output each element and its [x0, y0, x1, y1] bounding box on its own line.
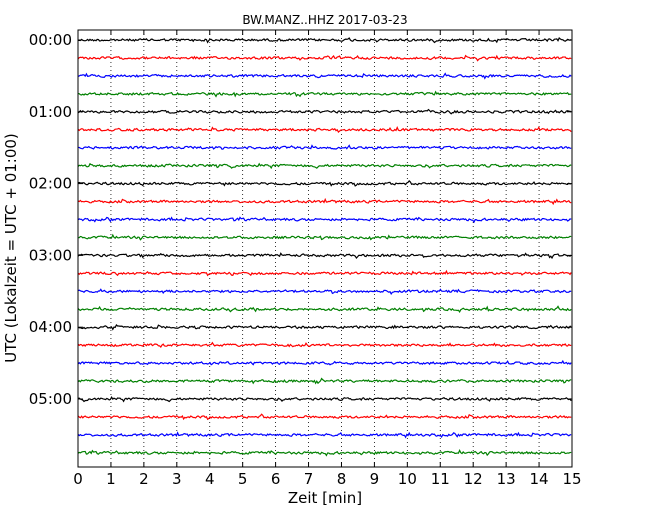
y-tick-label: 05:00 — [29, 390, 72, 408]
x-tick-label: 5 — [238, 470, 248, 488]
x-tick-label: 11 — [431, 470, 450, 488]
trace-0015 — [77, 54, 572, 62]
trace-0000 — [77, 37, 572, 44]
x-tick-label: 1 — [106, 470, 116, 488]
trace-0500 — [77, 395, 572, 403]
x-tick-label: 2 — [139, 470, 149, 488]
trace-0130 — [77, 144, 572, 150]
y-tick-label: 03:00 — [29, 246, 72, 264]
trace-0200 — [77, 179, 572, 187]
trace-0330 — [77, 288, 572, 295]
y-axis: 00:00 01:00 02:00 03:00 04:00 05:00 — [29, 31, 572, 408]
trace-0145 — [77, 162, 572, 170]
x-tick-label: 6 — [271, 470, 281, 488]
x-tick-label: 15 — [562, 470, 581, 488]
seismogram-traces — [77, 37, 572, 457]
trace-0315 — [77, 269, 572, 277]
trace-0400 — [77, 324, 572, 331]
trace-0530 — [77, 431, 572, 439]
y-tick-label: 00:00 — [29, 31, 72, 49]
trace-0245 — [77, 233, 572, 241]
x-tick-label: 0 — [73, 470, 83, 488]
trace-0415 — [77, 341, 572, 349]
trace-0030 — [77, 72, 572, 80]
x-tick-label: 4 — [205, 470, 215, 488]
trace-0345 — [77, 305, 572, 313]
vertical-grid — [110, 30, 540, 467]
x-tick-label: 9 — [370, 470, 380, 488]
trace-0100 — [77, 108, 572, 115]
trace-0300 — [77, 252, 572, 260]
x-axis: 0 1 2 3 4 5 6 7 8 9 10 11 12 13 14 15 — [73, 30, 582, 488]
y-axis-label: UTC (Lokalzeit = UTC + 01:00) — [2, 133, 20, 363]
trace-0430 — [77, 359, 572, 366]
trace-0545 — [77, 449, 572, 457]
x-tick-label: 8 — [337, 470, 347, 488]
x-tick-label: 3 — [172, 470, 182, 488]
x-tick-label: 13 — [497, 470, 516, 488]
x-tick-label: 7 — [304, 470, 314, 488]
x-tick-label: 14 — [530, 470, 549, 488]
y-tick-label: 01:00 — [29, 103, 72, 121]
trace-0230 — [77, 216, 572, 224]
trace-0445 — [77, 377, 572, 385]
plot-frame — [77, 29, 573, 468]
chart-title: BW.MANZ..HHZ 2017-03-23 — [242, 13, 407, 27]
trace-0515 — [77, 413, 572, 421]
x-tick-label: 12 — [464, 470, 483, 488]
trace-0115 — [77, 125, 572, 133]
trace-0045 — [77, 90, 572, 98]
trace-0215 — [77, 197, 572, 206]
y-tick-label: 04:00 — [29, 318, 72, 336]
x-tick-label: 10 — [398, 470, 417, 488]
x-axis-label: Zeit [min] — [288, 489, 362, 507]
y-tick-label: 02:00 — [29, 175, 72, 193]
